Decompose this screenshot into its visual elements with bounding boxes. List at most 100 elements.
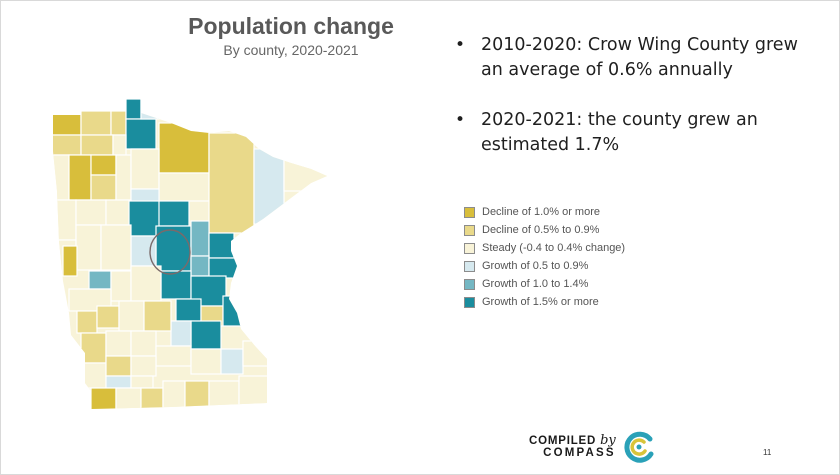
legend-label: Decline of 1.0% or more	[482, 206, 600, 218]
bullet-dot-icon: •	[455, 35, 466, 55]
county-region	[175, 298, 202, 322]
legend-item: Decline of 0.5% to 0.9%	[464, 221, 684, 239]
county-region	[105, 199, 132, 226]
county-region	[220, 348, 244, 375]
county-region	[90, 154, 117, 176]
county-region	[115, 154, 132, 201]
county-region	[190, 255, 210, 277]
county-region	[283, 150, 327, 192]
compiled-by-compass-logo: COMPILED by COMPASS	[529, 429, 656, 465]
county-region	[110, 110, 127, 136]
county-region	[253, 148, 285, 225]
county-region	[184, 380, 210, 409]
county-region	[158, 172, 210, 202]
county-region	[160, 270, 192, 300]
county-region	[80, 332, 107, 364]
legend-swatch	[464, 224, 475, 236]
crow-wing-county	[155, 225, 192, 272]
county-region	[105, 355, 132, 377]
county-region	[130, 330, 157, 357]
county-region	[208, 232, 235, 259]
legend-item: Growth of 1.5% or more	[464, 293, 684, 311]
legend-label: Decline of 0.5% to 0.9%	[482, 224, 600, 236]
legend-swatch	[464, 242, 475, 254]
bullet-item: • 2020-2021: the county grew an estimate…	[451, 108, 811, 158]
county-region	[208, 257, 240, 279]
bullet-text: 2010-2020: Crow Wing County grew an aver…	[481, 35, 798, 80]
legend-item: Growth of 1.0 to 1.4%	[464, 275, 684, 293]
map-title: Population change	[188, 13, 394, 39]
bullet-item: • 2010-2020: Crow Wing County grew an av…	[451, 33, 811, 83]
logo-text: COMPILED by COMPASS	[529, 433, 616, 459]
legend-item: Decline of 1.0% or more	[464, 203, 684, 221]
legend-label: Growth of 0.5 to 0.9%	[482, 260, 589, 272]
county-region	[53, 199, 77, 241]
legend-label: Growth of 1.0 to 1.4%	[482, 278, 589, 290]
county-region	[105, 330, 132, 357]
county-region	[158, 200, 190, 227]
county-region	[130, 375, 154, 389]
county-region	[190, 220, 210, 257]
county-region	[53, 134, 82, 156]
legend-label: Steady (-0.4 to 0.4% change)	[482, 242, 626, 254]
county-region	[62, 245, 78, 277]
county-region	[155, 345, 192, 367]
county-region	[100, 224, 132, 271]
county-region	[96, 305, 120, 329]
legend-swatch	[464, 260, 475, 272]
legend-swatch	[464, 278, 475, 290]
logo-word-by: by	[600, 433, 616, 448]
county-region	[242, 340, 269, 367]
county-region	[208, 380, 240, 409]
map-legend: Decline of 1.0% or more Decline of 0.5% …	[464, 203, 684, 311]
county-region	[75, 224, 102, 271]
county-region	[53, 154, 70, 201]
county-region	[140, 99, 160, 120]
county-region	[125, 118, 157, 150]
county-region	[162, 380, 186, 409]
county-region	[143, 300, 172, 332]
logo-word-compass: COMPASS	[543, 447, 616, 459]
county-region	[68, 154, 92, 201]
county-region	[238, 375, 270, 409]
county-region	[90, 174, 117, 201]
county-region	[76, 310, 98, 334]
county-region	[115, 387, 142, 409]
legend-swatch	[464, 206, 475, 218]
county-region	[118, 300, 145, 332]
bullet-dot-icon: •	[455, 110, 466, 130]
legend-item: Steady (-0.4 to 0.4% change)	[464, 239, 684, 257]
bullet-list: • 2010-2020: Crow Wing County grew an av…	[451, 33, 811, 183]
county-region	[53, 110, 82, 136]
county-region	[170, 320, 192, 347]
county-region	[110, 270, 132, 302]
county-region	[80, 362, 107, 389]
county-region	[90, 387, 117, 409]
county-region	[190, 348, 222, 375]
county-region	[158, 122, 210, 174]
county-region	[112, 134, 127, 156]
county-region	[130, 148, 160, 190]
legend-item: Growth of 0.5 to 0.9%	[464, 257, 684, 275]
crow-wing-highlight-circle	[149, 229, 191, 275]
county-region	[130, 355, 157, 377]
minnesota-county-map	[53, 99, 327, 409]
county-region	[80, 134, 114, 156]
county-region	[208, 132, 255, 234]
county-region	[88, 270, 112, 290]
county-region	[105, 375, 132, 389]
county-region	[125, 99, 142, 120]
page-number: 11	[763, 448, 772, 457]
legend-swatch	[464, 296, 475, 308]
county-region	[75, 199, 107, 226]
county-region	[222, 295, 244, 327]
county-region	[130, 265, 162, 302]
compass-logo-icon	[624, 431, 654, 463]
legend-label: Growth of 1.5% or more	[482, 296, 599, 308]
county-region	[140, 387, 164, 409]
map-subtitle: By county, 2020-2021	[223, 42, 359, 58]
bullet-text: 2020-2021: the county grew an estimated …	[481, 110, 758, 155]
county-region	[80, 110, 112, 136]
county-region	[190, 320, 222, 350]
